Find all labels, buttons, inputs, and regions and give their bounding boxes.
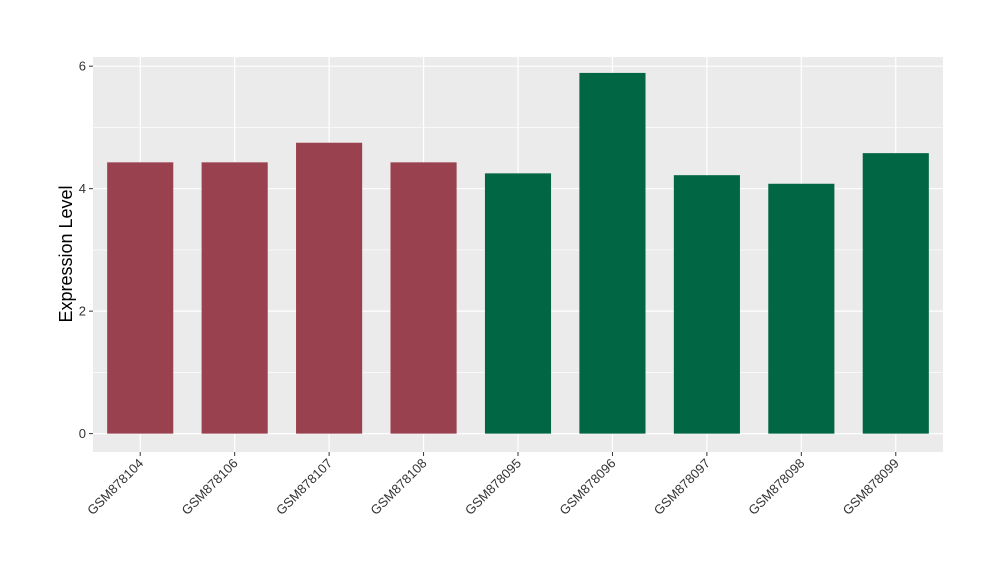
x-tick-label: GSM878107 [273,456,335,518]
x-tick-label: GSM878108 [367,456,429,518]
y-axis-title: Expression Level [56,185,76,322]
x-tick-label: GSM878097 [651,456,713,518]
bars [107,72,929,434]
bar-GSM878106 [201,162,268,434]
bar-GSM878096 [579,72,646,434]
bar-GSM878104 [107,162,174,434]
x-tick-label: GSM878095 [462,456,524,518]
bar-GSM878099 [862,153,929,434]
x-tick-label: GSM878098 [745,456,807,518]
bar-GSM878097 [673,175,740,434]
bar-GSM878107 [296,142,363,434]
x-tick-label: GSM878096 [556,456,618,518]
bar-GSM878098 [768,183,835,434]
y-tick-label: 4 [79,181,86,196]
bar-GSM878095 [484,173,552,434]
x-tick-label: GSM878104 [84,456,146,518]
y-tick-label: 0 [79,426,86,441]
y-axis: 0 2 4 6 [79,59,93,441]
y-tick-label: 6 [79,59,86,74]
x-tick-label: GSM878106 [179,456,241,518]
x-tick-label: GSM878099 [840,456,902,518]
x-axis: GSM878104 GSM878106 GSM878107 GSM878108 GSM8… [84,452,902,518]
bar-GSM878108 [390,162,457,434]
y-tick-label: 2 [79,304,86,319]
